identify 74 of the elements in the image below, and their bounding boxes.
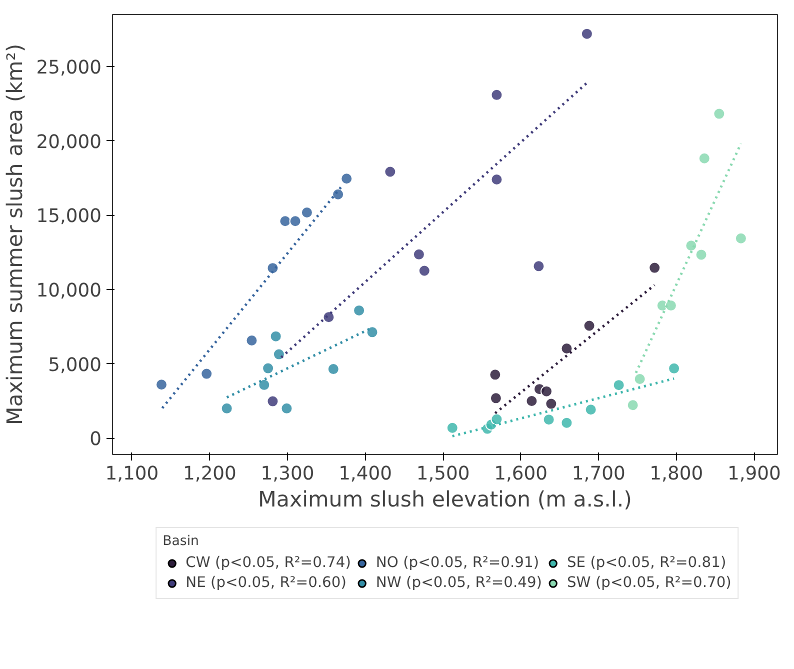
y-tick-label: 15,000 (36, 206, 102, 228)
point (490, 392, 502, 404)
point (713, 108, 726, 120)
point (332, 188, 344, 200)
point (668, 362, 680, 374)
legend-label: SW (p<0.05, R²=0.70) (566, 574, 732, 591)
point (580, 28, 593, 40)
legend-label: NO (p<0.05, R²=0.91) (376, 554, 540, 571)
point (446, 422, 458, 434)
point (626, 399, 639, 412)
point (246, 334, 258, 346)
legend-label: NE (p<0.05, R²=0.60) (186, 574, 346, 591)
point (200, 368, 213, 380)
point (258, 378, 270, 391)
point (583, 320, 596, 332)
y-tick-label: 0 (90, 429, 102, 450)
x-tick-label: 1,300 (260, 464, 314, 484)
point (384, 166, 396, 178)
x-tick-label: 1,100 (105, 464, 159, 484)
point (490, 88, 503, 101)
point (664, 300, 677, 312)
point (279, 215, 292, 228)
point (490, 174, 503, 186)
point (648, 262, 661, 274)
point (270, 330, 282, 342)
x-axis-title: Maximum slush elevation (m a.s.l.) (258, 488, 632, 512)
point (220, 402, 233, 414)
point (695, 248, 708, 261)
y-tick-label: 10,000 (36, 280, 102, 302)
point (340, 172, 353, 185)
point (734, 232, 747, 244)
point (272, 348, 285, 360)
point (540, 385, 552, 398)
point (418, 264, 430, 277)
legend-label: SE (p<0.05, R²=0.81) (566, 554, 726, 571)
x-tick-label: 1,600 (494, 464, 548, 484)
point (490, 413, 503, 426)
x-tick-label: 1,400 (338, 464, 392, 484)
x-tick-label: 1,900 (727, 464, 781, 484)
point (280, 402, 293, 414)
point (526, 394, 538, 407)
point (266, 395, 279, 408)
point (353, 304, 366, 316)
y-tick-label: 5,000 (48, 354, 102, 376)
point (560, 342, 573, 355)
legend-title: Basin (162, 534, 200, 548)
point (545, 398, 558, 410)
point (156, 378, 168, 391)
y-tick-label: 20,000 (36, 132, 102, 153)
point (266, 262, 279, 274)
point (532, 260, 545, 272)
point (366, 326, 378, 338)
x-tick-label: 1,200 (183, 464, 236, 484)
point (634, 372, 646, 385)
point (327, 363, 340, 376)
legend-label: CW (p<0.05, R²=0.74) (186, 554, 351, 571)
point (612, 379, 625, 392)
point (698, 152, 710, 164)
y-tick-label: 25,000 (36, 58, 102, 79)
point (262, 362, 274, 374)
point (289, 215, 302, 228)
x-tick-label: 1,700 (572, 464, 626, 484)
point (412, 248, 425, 260)
point (322, 311, 335, 324)
point (542, 414, 555, 426)
point (560, 416, 573, 429)
point (489, 368, 502, 381)
legend-label: NW (p<0.05, R²=0.49) (376, 574, 542, 591)
x-tick-label: 1,500 (416, 464, 470, 484)
point (300, 206, 313, 218)
point (584, 404, 597, 416)
point (685, 240, 698, 252)
x-tick-label: 1,800 (650, 464, 704, 484)
y-axis-title: Maximum summer slush area (km²) (3, 44, 28, 426)
